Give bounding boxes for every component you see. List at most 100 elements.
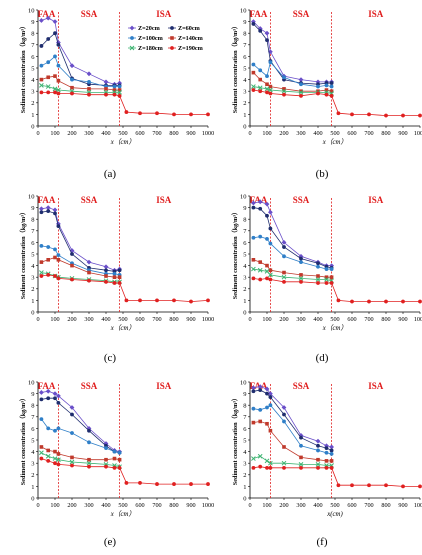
zone-label: SSA <box>293 195 310 205</box>
data-point <box>53 74 57 78</box>
y-tick-label: 2 <box>243 286 246 293</box>
y-tick-label: 9 <box>243 205 246 212</box>
zone-label: FAA <box>250 9 268 19</box>
data-point <box>251 205 256 210</box>
y-tick-label: 10 <box>240 7 247 14</box>
y-axis-label: Sediment concentration（kg/m³） <box>19 23 27 113</box>
x-tick-label: 1000 <box>414 502 422 509</box>
data-point <box>87 87 91 91</box>
data-point <box>56 426 61 431</box>
x-tick-label: 700 <box>152 130 161 137</box>
data-point <box>257 85 263 91</box>
x-axis-label: x（cm） <box>110 324 136 332</box>
data-point <box>367 112 371 117</box>
x-tick-label: 900 <box>398 502 407 509</box>
y-tick-label: 4 <box>31 449 35 456</box>
data-point <box>265 405 269 410</box>
data-point <box>268 60 273 65</box>
data-point <box>112 449 117 454</box>
data-point <box>39 397 44 402</box>
zone-label: ISA <box>368 195 384 205</box>
data-point <box>329 267 334 271</box>
zone-label: ISA <box>368 381 384 391</box>
data-point <box>70 412 74 417</box>
data-point <box>299 465 303 470</box>
y-tick-label: 2 <box>31 286 34 293</box>
y-tick-label: 10 <box>28 193 35 200</box>
series-line <box>253 21 332 83</box>
data-point <box>367 483 371 488</box>
y-tick-label: 1 <box>243 298 246 305</box>
y-tick-label: 0 <box>243 495 246 502</box>
data-point <box>418 484 422 489</box>
data-point <box>70 263 74 268</box>
data-point <box>45 453 51 459</box>
legend-label: Z=190cm <box>178 45 204 52</box>
y-tick-label: 3 <box>243 461 246 468</box>
data-point <box>46 448 50 453</box>
zone-label: FAA <box>38 381 56 391</box>
data-point <box>251 200 256 206</box>
x-tick-label: 400 <box>313 502 322 509</box>
data-point <box>316 84 320 89</box>
data-point <box>39 270 44 275</box>
data-point <box>70 85 74 90</box>
data-point <box>69 405 75 410</box>
legend-marker <box>170 36 174 40</box>
data-point <box>329 275 334 279</box>
y-axis-label: Sediment concentration（kg/m³） <box>231 23 239 113</box>
data-point <box>39 274 44 278</box>
x-tick-label: 200 <box>67 130 76 137</box>
y-tick-label: 3 <box>243 89 246 96</box>
y-tick-label: 6 <box>31 54 35 61</box>
x-tick-label: 800 <box>169 502 178 509</box>
x-tick-label: 300 <box>84 316 93 323</box>
data-point <box>268 395 273 399</box>
x-tick-label: 1000 <box>202 316 214 323</box>
zone-label: FAA <box>38 195 56 205</box>
data-point <box>45 388 51 394</box>
data-point <box>264 458 270 464</box>
data-point <box>251 420 256 425</box>
zone-label: ISA <box>368 9 384 19</box>
data-point <box>299 89 303 93</box>
x-tick-label: 100 <box>262 130 271 137</box>
y-tick-label: 9 <box>243 19 246 26</box>
series-line <box>253 386 332 448</box>
data-point <box>257 199 263 205</box>
data-point <box>46 458 51 463</box>
x-tick-label: 200 <box>67 502 76 509</box>
x-axis-label: x(cm) <box>326 511 343 518</box>
x-tick-label: 800 <box>381 316 390 323</box>
x-tick-label: 0 <box>36 502 39 509</box>
x-tick-label: 100 <box>50 316 59 323</box>
data-point <box>281 405 287 410</box>
data-point <box>316 264 320 269</box>
data-point <box>112 456 117 461</box>
data-point <box>52 207 58 213</box>
x-tick-label: 600 <box>347 130 356 137</box>
y-tick-label: 4 <box>31 263 35 270</box>
data-point <box>299 455 303 460</box>
data-point <box>39 44 44 48</box>
data-point <box>258 260 262 264</box>
data-point <box>251 235 256 240</box>
data-point <box>316 448 320 453</box>
data-point <box>70 252 74 256</box>
data-point <box>264 201 270 207</box>
y-tick-label: 7 <box>31 228 35 235</box>
data-point <box>324 459 329 463</box>
zone-label: FAA <box>250 195 268 205</box>
data-point <box>117 450 122 455</box>
data-point <box>70 277 74 282</box>
x-tick-label: 700 <box>364 502 373 509</box>
data-point <box>268 226 273 231</box>
series-line <box>41 274 209 303</box>
legend-marker <box>130 36 134 40</box>
data-point <box>258 77 262 82</box>
data-point <box>367 299 371 304</box>
y-tick-label: 1 <box>31 112 34 119</box>
